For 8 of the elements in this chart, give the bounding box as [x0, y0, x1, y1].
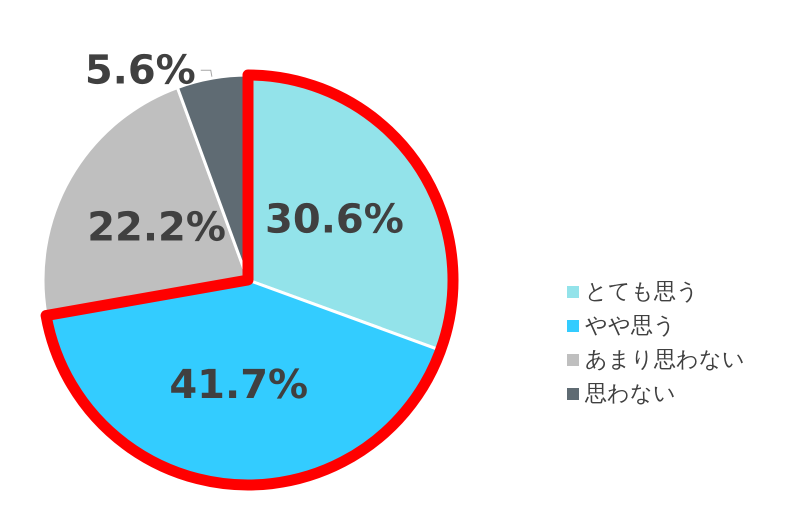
data-label: 22.2%	[87, 204, 226, 250]
legend-label: あまり思わない	[585, 348, 745, 372]
legend-label: やや思う	[585, 314, 676, 338]
legend-label: 思わない	[584, 382, 676, 406]
data-label: 30.6%	[265, 196, 404, 243]
data-label: 41.7%	[169, 362, 308, 408]
data-label: 5.6%	[84, 47, 196, 94]
legend-label: とても思う	[585, 280, 699, 304]
